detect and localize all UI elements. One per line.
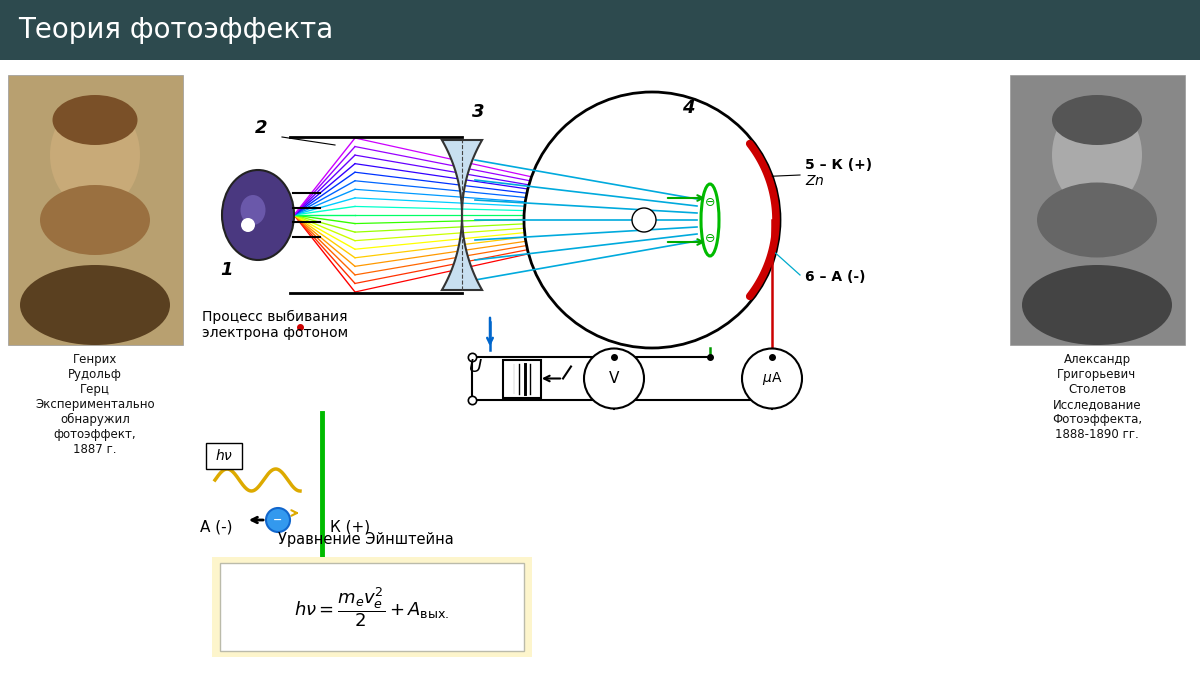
Circle shape [742, 348, 802, 408]
Ellipse shape [1022, 265, 1172, 345]
Text: Теория фотоэффекта: Теория фотоэффекта [18, 16, 334, 44]
Text: ⊖: ⊖ [704, 232, 715, 244]
Circle shape [241, 218, 256, 232]
Text: −: − [274, 515, 283, 525]
Text: Уравнение Эйнштейна: Уравнение Эйнштейна [278, 532, 454, 547]
Text: 2: 2 [254, 119, 268, 137]
Ellipse shape [1037, 182, 1157, 257]
Bar [503, 360, 541, 398]
Text: 3: 3 [472, 103, 485, 121]
Text: Генрих
Рудольф
Герц
Экспериментально
обнаружил
фотоэффект,
1887 г.: Генрих Рудольф Герц Экспериментально обн… [35, 353, 155, 456]
Text: $h\nu = \dfrac{m_e v_e^2}{2} + A_{\text{вых.}}$: $h\nu = \dfrac{m_e v_e^2}{2} + A_{\text{… [294, 585, 450, 629]
Ellipse shape [53, 95, 138, 145]
Ellipse shape [20, 265, 170, 345]
Text: 5 – К (+)
$Zn$: 5 – К (+) $Zn$ [805, 158, 872, 188]
Ellipse shape [1052, 95, 1142, 145]
Text: ⊖: ⊖ [704, 196, 715, 209]
Bar [8, 75, 182, 345]
Polygon shape [442, 140, 482, 290]
Ellipse shape [1052, 100, 1142, 210]
Circle shape [524, 92, 780, 348]
Ellipse shape [222, 170, 294, 260]
Circle shape [632, 208, 656, 232]
Text: Процесс выбивания
электрона фотоном: Процесс выбивания электрона фотоном [202, 310, 348, 340]
Bar [1010, 75, 1186, 345]
FancyBboxPatch shape [220, 563, 524, 651]
Text: $\mu$A: $\mu$A [762, 370, 782, 387]
Ellipse shape [240, 195, 265, 225]
Text: $U$: $U$ [468, 358, 482, 376]
Text: К (+): К (+) [330, 520, 370, 535]
Text: 6 – А (-): 6 – А (-) [805, 270, 865, 284]
Text: А (-): А (-) [200, 520, 233, 535]
Text: 1: 1 [220, 261, 233, 279]
FancyBboxPatch shape [212, 557, 532, 657]
Text: Александр
Григорьевич
Столетов
Исследование
Фотоэффекта,
1888-1890 гг.: Александр Григорьевич Столетов Исследова… [1052, 353, 1142, 441]
Text: $h\nu$: $h\nu$ [215, 448, 233, 464]
Circle shape [266, 508, 290, 532]
Circle shape [584, 348, 644, 408]
Text: 4: 4 [682, 99, 695, 117]
Ellipse shape [50, 100, 140, 210]
Text: V: V [608, 371, 619, 386]
FancyBboxPatch shape [206, 443, 242, 469]
Ellipse shape [40, 185, 150, 255]
Bar [0, 0, 1200, 60]
